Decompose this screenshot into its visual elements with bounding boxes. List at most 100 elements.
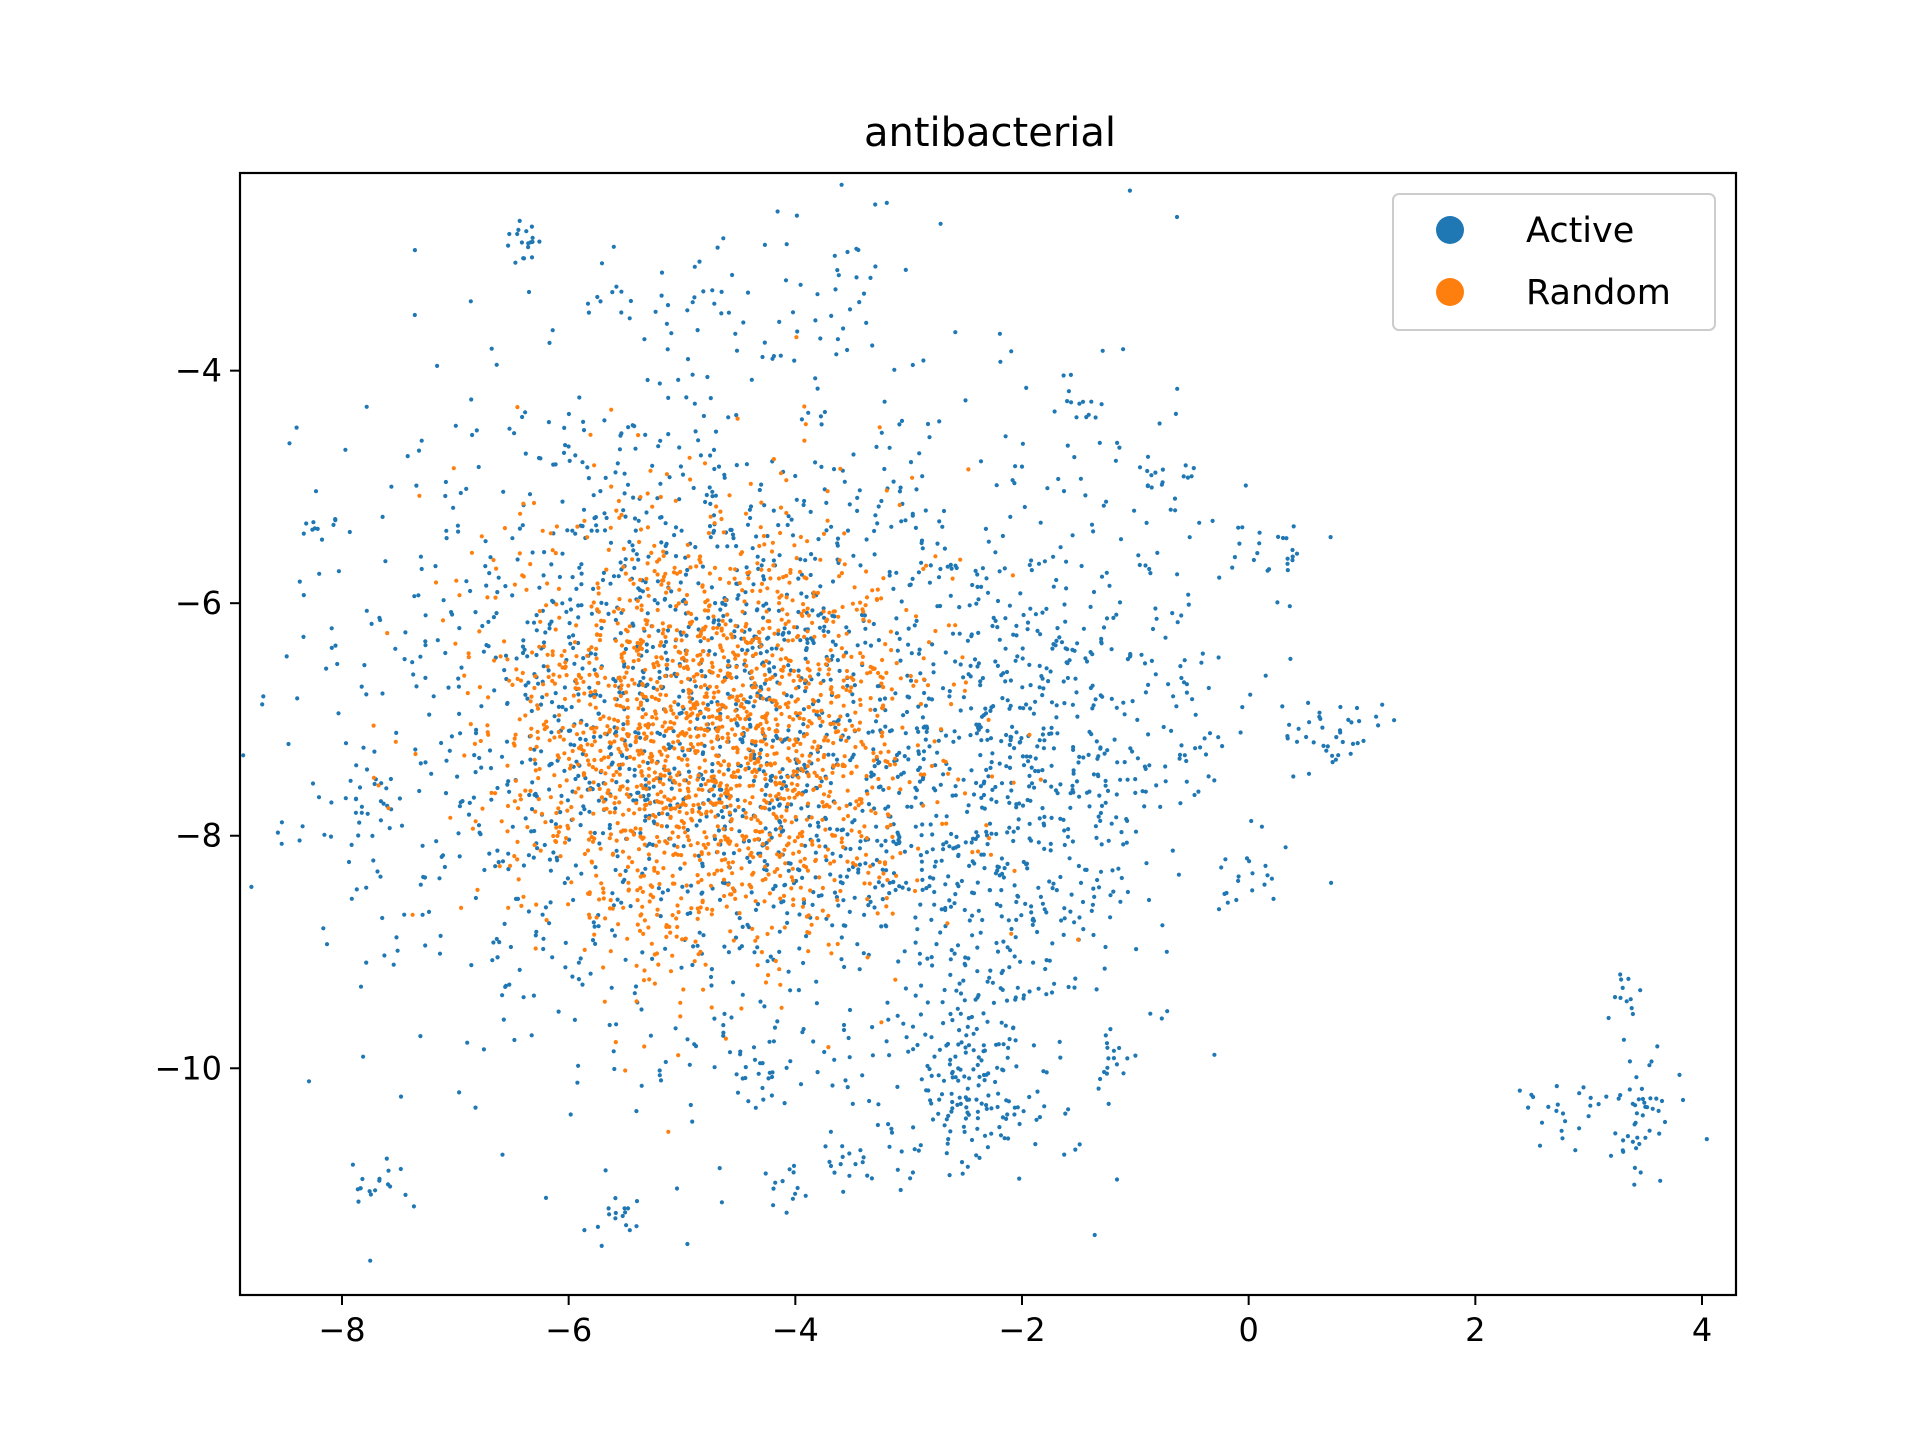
scatter-point-active (457, 711, 462, 717)
scatter-point-active (576, 615, 581, 620)
scatter-point-active (573, 776, 578, 782)
scatter-point-active (304, 521, 309, 526)
scatter-point-active (1173, 411, 1178, 416)
scatter-point-active (936, 575, 942, 580)
scatter-point-active (441, 598, 446, 603)
scatter-point-random (637, 539, 642, 545)
scatter-point-active (868, 899, 873, 905)
scatter-point-random (586, 647, 592, 653)
scatter-point-active (912, 1147, 917, 1152)
scatter-point-active (987, 888, 993, 893)
scatter-point-active (1011, 829, 1016, 834)
scatter-point-active (975, 834, 980, 839)
scatter-point-active (482, 867, 487, 873)
scatter-point-active (1146, 732, 1151, 737)
scatter-point-active (658, 914, 663, 919)
scatter-point-random (778, 505, 784, 510)
scatter-point-random (893, 977, 898, 982)
scatter-point-random (725, 836, 730, 841)
scatter-point-active (380, 691, 385, 696)
scatter-point-random (692, 679, 697, 684)
scatter-point-active (997, 761, 1002, 766)
scatter-point-random (788, 570, 793, 575)
scatter-point-active (886, 804, 891, 809)
scatter-point-active (553, 462, 558, 467)
scatter-point-active (1127, 188, 1132, 193)
scatter-point-active (957, 605, 962, 610)
scatter-point-random (789, 875, 794, 880)
scatter-point-active (636, 586, 641, 591)
scatter-point-active (949, 1091, 954, 1096)
scatter-point-active (489, 346, 494, 351)
scatter-point-active (604, 515, 609, 521)
scatter-point-active (1098, 693, 1103, 698)
scatter-point-random (742, 658, 748, 663)
scatter-point-random (699, 741, 704, 746)
scatter-point-active (529, 829, 534, 834)
scatter-point-active (910, 1024, 916, 1029)
scatter-point-active (500, 993, 505, 998)
scatter-point-active (526, 909, 532, 914)
scatter-point-random (676, 755, 681, 761)
scatter-point-random (597, 897, 602, 902)
scatter-point-random (499, 819, 504, 824)
scatter-point-random (800, 613, 805, 619)
scatter-point-active (644, 510, 649, 515)
scatter-point-active (937, 1047, 943, 1052)
scatter-point-active (542, 842, 547, 848)
scatter-point-random (718, 509, 723, 514)
scatter-point-active (976, 1055, 981, 1060)
scatter-point-random (818, 681, 823, 686)
scatter-point-active (1144, 520, 1149, 526)
scatter-point-active (457, 1090, 462, 1095)
scatter-point-active (857, 846, 863, 851)
scatter-point-active (1121, 842, 1126, 847)
scatter-point-active (620, 1213, 625, 1219)
scatter-point-active (1334, 735, 1339, 740)
scatter-point-active (909, 843, 914, 849)
scatter-point-active (804, 934, 809, 939)
scatter-point-active (1048, 841, 1053, 847)
scatter-point-active (818, 723, 823, 728)
scatter-point-active (610, 290, 615, 295)
scatter-point-random (734, 783, 739, 788)
scatter-point-active (938, 930, 943, 935)
scatter-point-active (657, 1073, 662, 1078)
scatter-point-active (1114, 815, 1119, 820)
series-random (371, 335, 1081, 1134)
scatter-point-active (556, 704, 562, 710)
scatter-point-active (1083, 656, 1088, 661)
scatter-point-random (646, 773, 651, 778)
scatter-point-active (427, 712, 432, 717)
scatter-point-active (397, 796, 402, 801)
scatter-point-random (880, 730, 885, 735)
scatter-point-random (674, 916, 679, 921)
scatter-point-active (1618, 1093, 1623, 1098)
scatter-point-random (537, 609, 542, 614)
scatter-point-active (1055, 626, 1060, 631)
scatter-point-active (921, 749, 927, 754)
scatter-point-active (899, 599, 904, 604)
scatter-point-random (564, 673, 569, 678)
scatter-point-active (741, 320, 746, 325)
scatter-point-active (718, 607, 723, 612)
scatter-point-random (655, 907, 660, 912)
scatter-point-active (1044, 606, 1049, 612)
scatter-point-active (561, 450, 567, 455)
scatter-point-active (767, 667, 772, 672)
scatter-point-random (618, 872, 623, 878)
scatter-point-random (607, 810, 613, 815)
scatter-point-random (712, 779, 717, 784)
scatter-point-random (898, 851, 903, 856)
scatter-point-random (690, 711, 695, 716)
scatter-point-active (1036, 561, 1042, 566)
scatter-point-active (894, 616, 899, 621)
scatter-point-active (639, 1083, 644, 1088)
scatter-point-active (983, 711, 989, 716)
scatter-point-active (1042, 1104, 1047, 1109)
scatter-point-active (1073, 976, 1078, 981)
scatter-point-active (1004, 669, 1010, 675)
scatter-point-active (798, 282, 803, 287)
scatter-point-active (814, 833, 819, 838)
scatter-point-random (634, 648, 640, 653)
